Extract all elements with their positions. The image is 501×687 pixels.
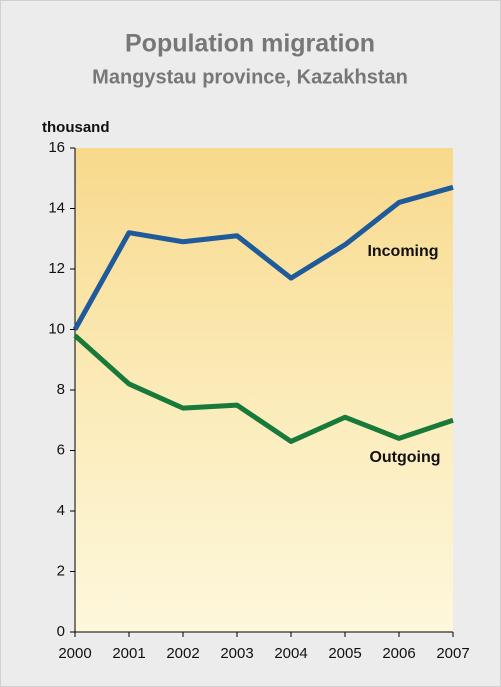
x-tick-label: 2006 xyxy=(382,645,415,662)
series-line xyxy=(72,184,454,331)
chart-subtitle: Mangystau province, Kazakhstan xyxy=(92,66,408,88)
x-tick-label: 2001 xyxy=(112,645,145,662)
y-tick-label: 4 xyxy=(57,502,65,519)
series-line xyxy=(73,333,454,444)
chart-title: Population migration xyxy=(125,30,375,58)
series-label: Incoming xyxy=(367,243,438,260)
y-tick-label: 14 xyxy=(48,199,65,216)
y-tick-label: 8 xyxy=(57,381,65,398)
series-label: Outgoing xyxy=(369,449,440,466)
x-tick-label: 2002 xyxy=(166,645,199,662)
plot-area xyxy=(75,148,453,632)
y-tick-label: 12 xyxy=(48,260,65,277)
y-tick-label: 16 xyxy=(48,139,65,156)
x-tick-label: 2000 xyxy=(58,645,91,662)
x-tick-label: 2005 xyxy=(328,645,361,662)
y-axis-label: thousand xyxy=(42,119,110,136)
y-tick-label: 6 xyxy=(57,441,65,458)
y-tick-label: 10 xyxy=(48,320,65,337)
x-tick-label: 2004 xyxy=(274,645,307,662)
x-tick-label: 2003 xyxy=(220,645,253,662)
y-tick-label: 0 xyxy=(57,623,65,640)
y-tick-label: 2 xyxy=(57,562,65,579)
x-tick-label: 2007 xyxy=(436,645,469,662)
